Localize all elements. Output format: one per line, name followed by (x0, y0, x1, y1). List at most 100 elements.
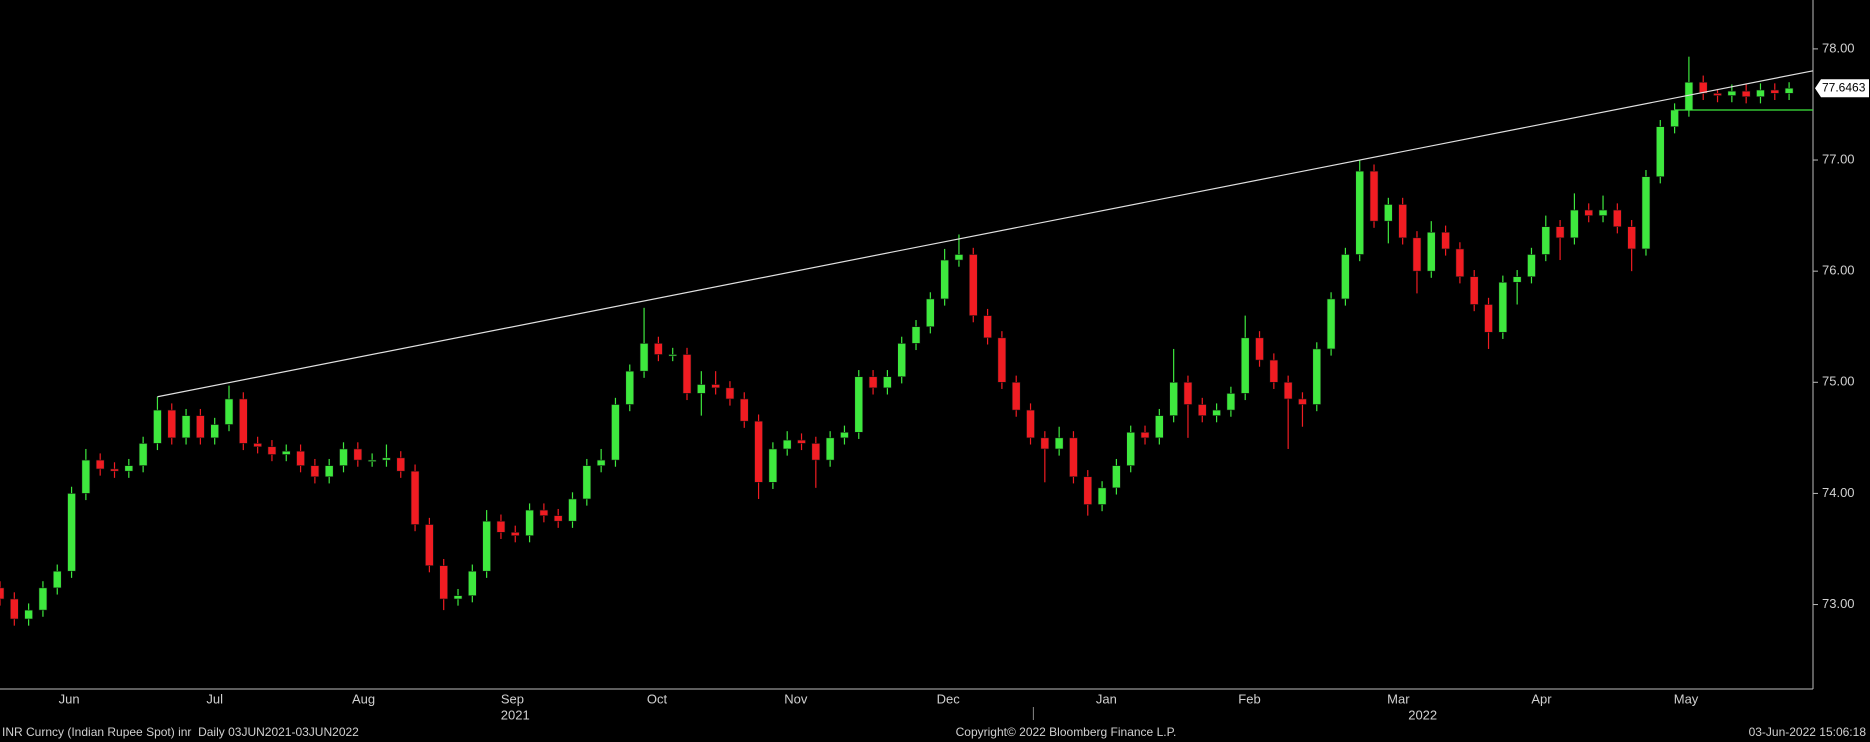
candle-body (1255, 337, 1264, 361)
candle-body (1040, 437, 1050, 450)
candle-body (1541, 226, 1551, 255)
x-tick-label: Aug (352, 691, 375, 706)
candle-body (1326, 298, 1336, 350)
candle-body (1269, 359, 1279, 383)
candle-body (1484, 304, 1493, 333)
candle-body (1527, 254, 1536, 278)
x-tick-label: May (1674, 691, 1699, 706)
candle-body (1054, 437, 1064, 450)
candle-body (911, 326, 921, 344)
x-tick-label: Feb (1238, 691, 1260, 706)
candle-body (1298, 398, 1307, 405)
candle-body (1069, 437, 1078, 478)
trendline (157, 70, 1814, 398)
candle-body (1097, 487, 1107, 505)
candle-body (1426, 231, 1436, 272)
candle-body (110, 468, 119, 472)
candle-body (167, 409, 177, 439)
candle-body (1469, 276, 1479, 305)
candle-body (1355, 170, 1365, 255)
candle-body (1283, 381, 1293, 400)
candle-body (52, 570, 62, 589)
candle-body (410, 470, 420, 525)
candle-body (1398, 204, 1407, 239)
candle-body (668, 354, 678, 357)
candle-body (95, 459, 105, 470)
candle-body (1670, 109, 1679, 127)
candle-body (754, 420, 763, 483)
candle-body (10, 598, 19, 620)
candle-body (596, 459, 606, 466)
candle-body (510, 532, 520, 536)
candle-body (1455, 248, 1465, 278)
year-label: 2021 (501, 707, 530, 722)
candle-body (611, 404, 620, 461)
candle-body (339, 448, 348, 466)
candle-body (983, 315, 992, 339)
candle-body (310, 465, 320, 478)
candle-body (1341, 254, 1350, 300)
last-price-label: 77.6463 (1822, 80, 1866, 94)
y-tick-label: 74.00 (1822, 485, 1855, 500)
last-price-box (1815, 79, 1869, 98)
candle-body (553, 515, 563, 522)
y-tick-label: 77.00 (1822, 151, 1855, 166)
candle-body (0, 587, 5, 600)
candle-body (883, 376, 892, 389)
candle-body (38, 587, 48, 611)
candle-body (782, 439, 792, 450)
candle-body (1183, 381, 1193, 405)
candle-body (24, 609, 33, 620)
candle-body (1026, 409, 1035, 439)
candle-body (725, 387, 735, 400)
candle-body (639, 343, 649, 372)
x-tick-label: Sep (501, 691, 524, 706)
candle-body (396, 457, 406, 472)
candle-body (897, 343, 907, 378)
candle-body (1613, 209, 1622, 228)
candle-body (1369, 170, 1379, 222)
candle-body (124, 465, 134, 472)
candle-body (940, 259, 949, 300)
candle-body (582, 465, 592, 500)
candle-body (1312, 348, 1322, 405)
candle-body (711, 384, 720, 389)
y-tick-label: 73.00 (1822, 596, 1855, 611)
candle-body (267, 446, 277, 455)
candle-body (1598, 209, 1608, 216)
candle-body (367, 459, 377, 462)
x-tick-label: Jan (1096, 691, 1117, 706)
candle-body (153, 409, 162, 444)
x-tick-label: Dec (937, 691, 961, 706)
candle-body (1083, 476, 1093, 505)
candle-body (1727, 90, 1737, 96)
candle-body (224, 398, 234, 425)
candle-body (840, 431, 849, 439)
candle-body (181, 415, 191, 439)
candle-body (997, 337, 1007, 383)
candle-body (539, 509, 549, 516)
candle-body (868, 376, 878, 389)
candle-body (239, 398, 248, 444)
candle-body (1155, 415, 1164, 439)
candle-body (1226, 393, 1236, 411)
candle-body (797, 439, 806, 444)
candle-body (1741, 90, 1751, 97)
candle-body (568, 498, 577, 522)
x-tick-label: Jun (59, 691, 80, 706)
candle-body (496, 520, 506, 533)
candle-body (1655, 126, 1665, 177)
candle-body (482, 520, 491, 572)
candle-body (1770, 89, 1780, 94)
candle-body (1627, 226, 1636, 250)
candle-body (825, 437, 835, 461)
candle-body (1584, 209, 1594, 216)
candle-body (1784, 87, 1794, 94)
candle-body (1570, 209, 1579, 239)
candle-body (1384, 204, 1393, 222)
candle-body (1240, 337, 1250, 394)
y-tick-label: 75.00 (1822, 374, 1855, 389)
y-tick-label: 78.00 (1822, 40, 1855, 55)
